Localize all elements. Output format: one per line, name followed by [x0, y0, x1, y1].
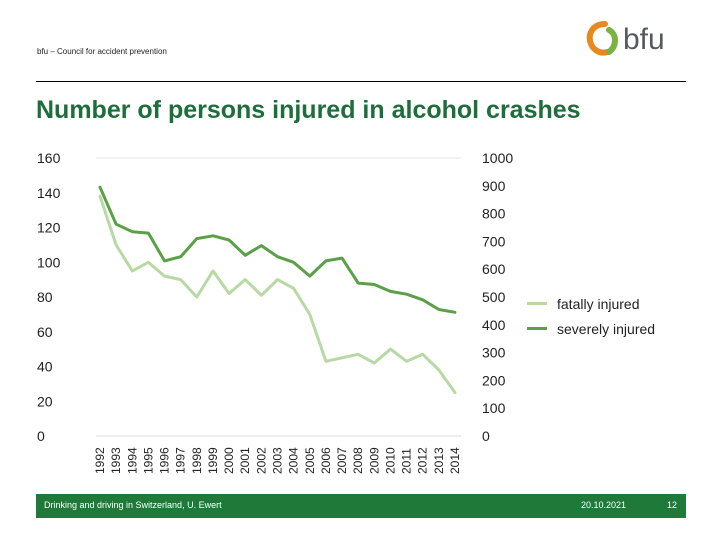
- x-tick-label: 2007: [335, 447, 349, 474]
- y-left-tick-label: 20: [37, 393, 53, 409]
- footer-source: Drinking and driving in Switzerland, U. …: [44, 500, 222, 510]
- y-right-tick-label: 100: [482, 400, 506, 416]
- y-right-tick-label: 500: [482, 289, 506, 305]
- x-tick-label: 1992: [93, 447, 107, 474]
- y-right-tick-label: 200: [482, 372, 506, 388]
- y-right-tick-label: 300: [482, 345, 506, 361]
- y-left-tick-label: 60: [37, 324, 53, 340]
- x-tick-label: 2006: [319, 447, 333, 474]
- legend-swatch-fatally: [527, 302, 547, 305]
- page-title: Number of persons injured in alcohol cra…: [36, 96, 581, 124]
- footer-date: 20.10.2021: [581, 500, 627, 510]
- logo-text: bfu: [623, 23, 665, 56]
- y-left-tick-label: 120: [37, 220, 61, 236]
- header-rule: [36, 81, 686, 82]
- y-right-tick-label: 1000: [482, 150, 513, 166]
- y-right-tick-label: 700: [482, 233, 506, 249]
- y-left-tick-label: 80: [37, 289, 53, 305]
- x-tick-label: 2008: [351, 447, 365, 474]
- x-tick-label: 2009: [367, 447, 381, 474]
- x-tick-label: 1993: [109, 447, 123, 474]
- y-right-tick-label: 600: [482, 261, 506, 277]
- x-tick-label: 2013: [432, 447, 446, 474]
- y-right-tick-label: 800: [482, 206, 506, 222]
- footer-page-number: 12: [667, 500, 678, 510]
- legend-swatch-severely: [527, 327, 547, 330]
- series-line-fatally-injured: [98, 194, 457, 395]
- y-left-tick-label: 100: [37, 254, 61, 270]
- x-tick-label: 2014: [448, 447, 462, 474]
- x-tick-label: 2002: [254, 447, 268, 474]
- x-tick-label: 1999: [206, 447, 220, 474]
- series-line-severely-injured: [98, 185, 457, 314]
- legend-label-fatally: fatally injured: [557, 296, 640, 312]
- y-right-tick-label: 900: [482, 178, 506, 194]
- logo-mark-icon: [586, 21, 618, 56]
- y-left-tick-label: 160: [37, 150, 61, 166]
- x-tick-label: 1996: [158, 447, 172, 474]
- x-tick-label: 2011: [400, 448, 414, 474]
- x-tick-label: 1998: [190, 447, 204, 474]
- x-tick-label: 1997: [174, 447, 188, 474]
- footer-bar: [36, 494, 686, 518]
- x-tick-label: 2003: [271, 447, 285, 474]
- x-tick-label: 1995: [141, 447, 155, 474]
- y-left-tick-label: 140: [37, 185, 61, 201]
- y-left-tick-label: 0: [37, 428, 45, 444]
- x-tick-label: 2001: [238, 447, 252, 474]
- y-right-tick-label: 0: [482, 428, 490, 444]
- y-right-tick-label: 400: [482, 317, 506, 333]
- bfu-logo: bfu: [585, 20, 695, 64]
- x-tick-label: 2005: [303, 447, 317, 474]
- y-left-tick-label: 40: [37, 359, 53, 375]
- x-tick-label: 2004: [287, 447, 301, 474]
- legend-label-severely: severely injured: [557, 321, 656, 337]
- org-name: bfu – Council for accident prevention: [37, 47, 167, 56]
- x-tick-label: 2010: [383, 447, 397, 474]
- x-tick-label: 1994: [125, 447, 139, 474]
- x-tick-label: 2000: [222, 447, 236, 474]
- x-tick-label: 2012: [416, 447, 430, 474]
